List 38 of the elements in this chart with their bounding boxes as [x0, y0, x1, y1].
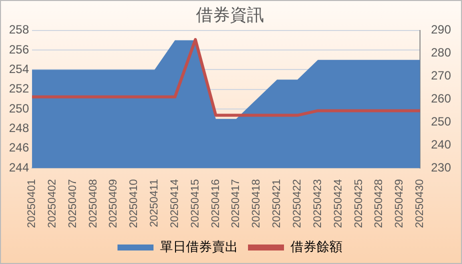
x-tick-label: 20250423 [312, 179, 324, 228]
chart-title: 借券資訊 [196, 6, 264, 26]
x-tick-label: 20250418 [250, 179, 263, 228]
x-tick-label: 20250417 [230, 179, 242, 228]
x-tick-label: 20250401 [26, 179, 38, 228]
y2-tick-label: 250 [430, 114, 452, 128]
y-tick-label: 256 [8, 42, 30, 56]
x-tick-label: 20250425 [352, 179, 365, 228]
y2-tick-label: 230 [430, 160, 452, 174]
x-tick-label: 20250408 [87, 179, 100, 228]
x-tick-label: 20250422 [291, 179, 304, 228]
y-tick-label: 244 [8, 160, 30, 174]
y-tick-label: 248 [8, 121, 30, 136]
y2-tick-label: 290 [430, 22, 452, 37]
x-tick-label: 20250415 [189, 179, 202, 228]
x-tick-label: 20250402 [46, 179, 58, 228]
y-tick-label: 246 [8, 140, 30, 155]
y2-tick-label: 270 [430, 68, 452, 83]
x-tick-label: 20250411 [148, 179, 161, 228]
x-tick-label: 20250414 [168, 179, 181, 228]
y2-tick-label: 240 [430, 137, 452, 152]
y-tick-label: 250 [8, 101, 30, 116]
x-tick-label: 20250409 [108, 179, 120, 228]
y2-tick-label: 260 [430, 92, 452, 106]
legend-label: 單日借券賣出 [160, 240, 238, 255]
legend-label: 借券餘額 [290, 240, 342, 255]
x-tick-label: 20250429 [394, 179, 406, 228]
x-tick-label: 20250407 [66, 179, 79, 228]
y-tick-label: 258 [8, 22, 30, 37]
y-tick-label: 252 [8, 82, 30, 96]
x-tick-label: 20250410 [128, 179, 140, 228]
y2-tick-label: 280 [430, 46, 452, 60]
x-tick-label: 20250424 [332, 179, 344, 228]
x-tick-label: 20250430 [414, 179, 426, 228]
x-tick-label: 20250416 [210, 179, 222, 228]
y-tick-label: 254 [8, 62, 30, 76]
x-tick-label: 20250421 [271, 179, 284, 228]
x-tick-label: 20250428 [373, 179, 386, 228]
